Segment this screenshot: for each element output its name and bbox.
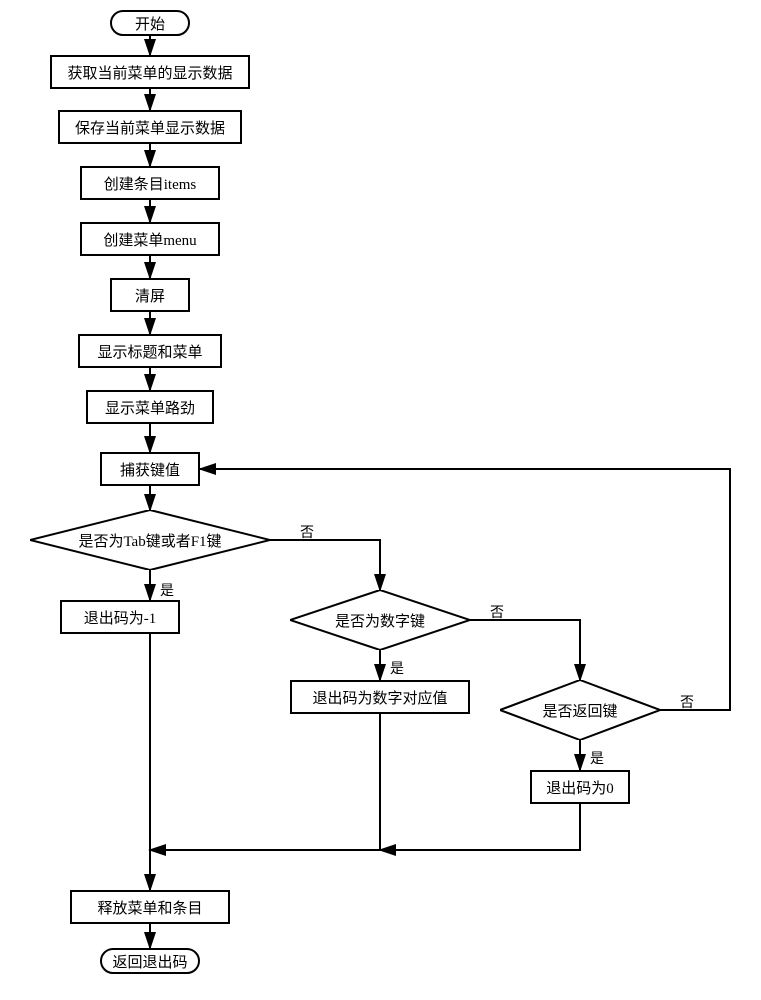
edge-label-d_ret-n_code0: 是 <box>590 748 604 768</box>
tab-key-label: 是否为Tab键或者F1键 <box>78 530 221 551</box>
clear-screen-label: 清屏 <box>135 285 165 306</box>
edge-label-d_num-n_coden: 是 <box>390 658 404 678</box>
return-key-decision: 是否返回键 <box>500 680 660 740</box>
end-label: 返回退出码 <box>113 951 188 972</box>
number-key-decision: 是否为数字键 <box>290 590 470 650</box>
free-menu-label: 释放菜单和条目 <box>97 897 202 918</box>
edge-label-d_tab-d_num: 否 <box>300 522 314 542</box>
exit-code-0-process: 退出码为0 <box>530 770 630 804</box>
create-items-label: 创建条目items <box>104 173 197 194</box>
create-menu-process: 创建菜单menu <box>80 222 220 256</box>
edge-n_code0-merge2 <box>380 804 580 850</box>
return-key-label: 是否返回键 <box>542 700 617 721</box>
end-terminal: 返回退出码 <box>100 948 200 974</box>
edge-label-d_ret-n_catch: 否 <box>680 692 694 712</box>
capture-key-label: 捕获键值 <box>120 459 180 480</box>
create-items-process: 创建条目items <box>80 166 220 200</box>
edge-n_coden-merge1 <box>150 714 380 850</box>
free-menu-process: 释放菜单和条目 <box>70 890 230 924</box>
get-data-label: 获取当前菜单的显示数据 <box>67 62 232 83</box>
show-path-process: 显示菜单路劲 <box>86 390 214 424</box>
edge-label-d_tab-n_code1: 是 <box>160 580 174 600</box>
save-data-label: 保存当前菜单显示数据 <box>75 117 225 138</box>
exit-code-digit-process: 退出码为数字对应值 <box>290 680 470 714</box>
exit-code-digit-label: 退出码为数字对应值 <box>312 687 447 708</box>
tab-key-decision: 是否为Tab键或者F1键 <box>30 510 270 570</box>
show-title-process: 显示标题和菜单 <box>78 334 222 368</box>
show-title-label: 显示标题和菜单 <box>97 341 202 362</box>
exit-code-0-label: 退出码为0 <box>546 777 614 798</box>
show-path-label: 显示菜单路劲 <box>105 397 195 418</box>
create-menu-label: 创建菜单menu <box>103 229 196 250</box>
capture-key-process: 捕获键值 <box>100 452 200 486</box>
exit-code-neg1-process: 退出码为-1 <box>60 600 180 634</box>
start-label: 开始 <box>135 13 165 34</box>
clear-screen-process: 清屏 <box>110 278 190 312</box>
edge-d_tab-d_num <box>270 540 380 590</box>
save-data-process: 保存当前菜单显示数据 <box>58 110 242 144</box>
edge-d_num-d_ret <box>470 620 580 680</box>
get-data-process: 获取当前菜单的显示数据 <box>50 55 250 89</box>
number-key-label: 是否为数字键 <box>335 610 425 631</box>
edge-label-d_num-d_ret: 否 <box>490 602 504 622</box>
start-terminal: 开始 <box>110 10 190 36</box>
exit-code-neg1-label: 退出码为-1 <box>84 607 157 628</box>
flowchart-edges <box>0 0 761 1000</box>
